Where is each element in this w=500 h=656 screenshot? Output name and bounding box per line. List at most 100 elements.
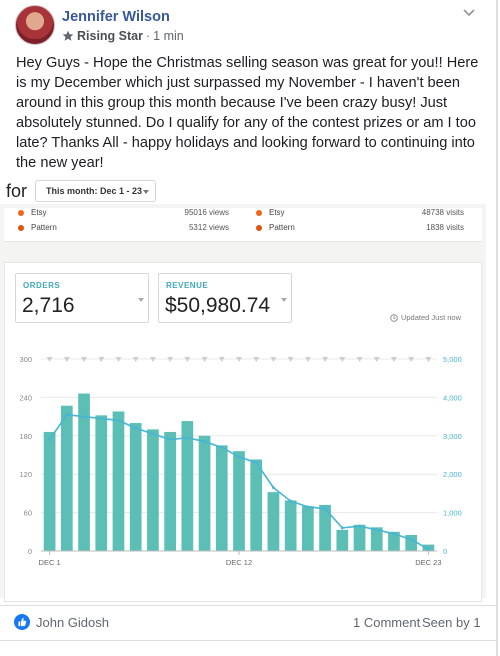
revenue-point — [220, 445, 224, 449]
y-left-tick-label: 300 — [19, 355, 32, 364]
hover-marker — [390, 357, 397, 362]
hover-marker — [132, 357, 139, 362]
y-right-tick-label: 2,000 — [443, 470, 462, 479]
bar — [319, 504, 331, 551]
revenue-point — [272, 486, 275, 490]
y-left-tick-label: 180 — [19, 432, 32, 441]
bar — [60, 405, 73, 551]
post-body: Hey Guys - Hope the Christmas selling se… — [16, 55, 479, 171]
hover-marker — [408, 357, 415, 362]
hover-marker — [46, 357, 53, 362]
revenue-point — [151, 432, 155, 436]
bar — [405, 535, 418, 551]
hover-marker — [373, 357, 380, 362]
y-right-tick-label: 3,000 — [443, 432, 462, 441]
divider — [0, 605, 498, 606]
revenue-point — [375, 528, 379, 532]
bar — [353, 524, 366, 551]
traffic-sources: Etsy 95016 views Pattern 5312 views Etsy… — [4, 208, 482, 242]
orders-card[interactable]: ORDERS 2,716 — [15, 273, 149, 323]
hover-marker — [356, 357, 363, 362]
revenue-point — [392, 532, 396, 536]
bar — [164, 431, 176, 551]
bar — [95, 415, 108, 551]
source-name: Etsy — [31, 208, 47, 217]
orders-revenue-chart: 0 0 60 1,000 120 2,000 180 3,000 240 4,000 300 5,00… — [19, 355, 462, 567]
y-right-tick-label: 4,000 — [443, 393, 462, 402]
post-time[interactable]: 1 min — [153, 29, 184, 43]
revenue-point — [306, 505, 310, 509]
y-left-tick-label: 240 — [19, 393, 32, 402]
divider — [0, 640, 498, 641]
source-value: 5312 views — [188, 223, 229, 232]
bar — [284, 500, 297, 551]
hover-marker — [322, 357, 329, 362]
revenue-point — [340, 526, 344, 530]
revenue-value: $50,980.74 — [165, 294, 271, 317]
source-row: Pattern — [18, 223, 57, 232]
screenshot-header: for This month: Dec 1 - 23 — [0, 178, 486, 204]
hover-marker — [63, 357, 70, 362]
revenue-point — [289, 499, 293, 503]
caret-down-icon — [138, 298, 144, 302]
revenue-label: REVENUE — [166, 281, 209, 290]
x-tick-label: DEC 23 — [415, 558, 441, 567]
source-value: 1838 visits — [426, 223, 464, 232]
y-left-tick-label: 60 — [24, 509, 32, 518]
member-badge[interactable]: Rising Star — [77, 29, 143, 43]
revenue-point — [358, 524, 361, 528]
hover-marker — [218, 357, 225, 362]
revenue-point — [323, 507, 327, 511]
source-dot-icon — [256, 224, 262, 231]
attached-screenshot[interactable]: for This month: Dec 1 - 23 Etsy 95016 vi… — [0, 178, 486, 602]
period-value: This month: Dec 1 - 23 — [46, 186, 143, 196]
comment-count[interactable]: 1 Comment — [353, 615, 421, 630]
orders-value: 2,716 — [22, 294, 75, 317]
bar — [181, 421, 194, 551]
y-left-tick-label: 0 — [28, 547, 32, 556]
source-value: 48738 visits — [421, 208, 464, 217]
bar — [388, 531, 400, 551]
revenue-card[interactable]: REVENUE $50,980.74 — [158, 273, 292, 323]
source-dot-icon — [18, 209, 24, 216]
bar — [233, 451, 245, 551]
y-left-tick-label: 120 — [19, 470, 32, 479]
y-right-tick-label: 0 — [443, 547, 447, 556]
revenue-point — [203, 440, 206, 443]
for-label: for — [6, 181, 28, 201]
hover-marker — [81, 357, 88, 362]
hover-marker — [304, 357, 311, 362]
chevron-down-icon[interactable] — [462, 8, 476, 18]
hover-marker — [149, 357, 156, 362]
meta-separator: · — [146, 29, 151, 43]
revenue-point — [185, 436, 189, 440]
y-right-tick-label: 5,000 — [443, 355, 462, 364]
bar — [147, 429, 159, 551]
revenue-point — [82, 415, 86, 418]
source-row: Pattern — [256, 223, 295, 232]
source-name: Etsy — [269, 208, 285, 217]
author-avatar[interactable] — [15, 5, 55, 45]
revenue-point — [117, 419, 120, 422]
bar — [336, 529, 349, 551]
period-dropdown[interactable]: This month: Dec 1 - 23 — [35, 180, 156, 202]
revenue-point — [409, 538, 413, 541]
seen-count[interactable]: Seen by 1 — [422, 615, 481, 630]
source-name: Pattern — [269, 223, 295, 232]
source-row: Etsy — [256, 208, 285, 217]
like-icon — [14, 614, 30, 630]
bar — [370, 527, 383, 551]
hover-marker — [425, 357, 432, 362]
source-value: 95016 views — [184, 208, 229, 217]
revenue-point — [99, 417, 103, 420]
star-badge-icon — [62, 30, 74, 41]
author-name[interactable]: Jennifer Wilson — [62, 9, 170, 25]
bar — [198, 435, 211, 551]
hover-marker — [115, 357, 122, 362]
y-right-tick-label: 1,000 — [443, 509, 462, 518]
liker-name[interactable]: John Gidosh — [36, 615, 109, 630]
bar — [78, 393, 90, 551]
caret-down-icon — [143, 190, 149, 194]
source-name: Pattern — [31, 223, 57, 232]
stats-panel: ORDERS 2,716 REVENUE $50,980.74 Updated … — [4, 262, 482, 602]
